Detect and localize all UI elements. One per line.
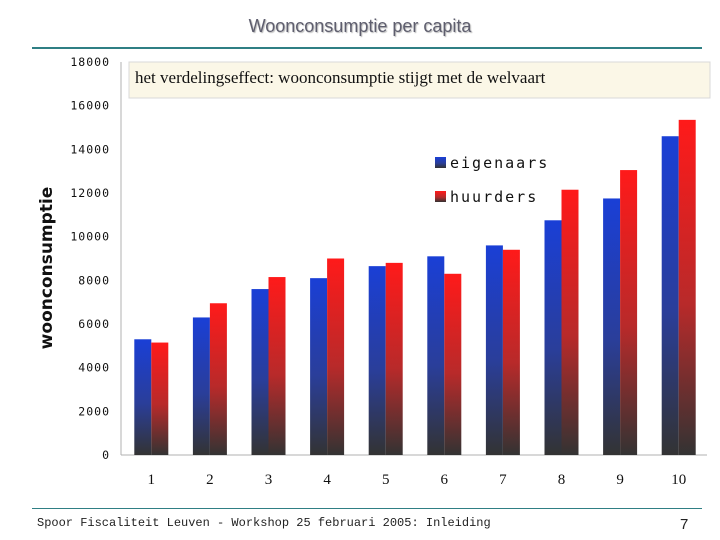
footer-divider bbox=[32, 508, 702, 509]
legend-label-eigenaars: eigenaars bbox=[450, 154, 549, 172]
footer-text: Spoor Fiscaliteit Leuven - Workshop 25 f… bbox=[37, 516, 491, 530]
bar-huurders-5 bbox=[385, 262, 403, 455]
y-tick-label: 18000 bbox=[70, 55, 110, 69]
legend-swatch-eigenaars bbox=[435, 157, 446, 168]
bar-huurders-7 bbox=[502, 249, 520, 455]
bar-eigenaars-5 bbox=[368, 266, 386, 455]
bar-eigenaars-6 bbox=[427, 256, 445, 455]
y-tick-label: 4000 bbox=[78, 361, 110, 375]
bar-eigenaars-3 bbox=[251, 289, 269, 455]
bar-huurders-3 bbox=[268, 277, 286, 455]
page-number: 7 bbox=[680, 516, 689, 533]
bar-huurders-6 bbox=[444, 273, 462, 455]
annotation-text: het verdelingseffect: woonconsumptie sti… bbox=[135, 68, 546, 87]
bar-huurders-9 bbox=[620, 170, 638, 455]
x-tick-label: 8 bbox=[558, 472, 566, 488]
y-tick-label: 10000 bbox=[70, 230, 110, 244]
x-tick-label: 3 bbox=[265, 472, 273, 488]
bars bbox=[134, 119, 696, 456]
x-tick-label: 2 bbox=[206, 472, 214, 488]
y-tick-label: 12000 bbox=[70, 186, 110, 200]
bar-huurders-2 bbox=[209, 303, 227, 455]
bar-eigenaars-1 bbox=[134, 339, 152, 455]
bar-huurders-10 bbox=[678, 119, 696, 455]
bar-eigenaars-7 bbox=[485, 245, 503, 455]
legend-swatch-huurders bbox=[435, 191, 446, 202]
bar-huurders-8 bbox=[561, 189, 579, 455]
legend-label-huurders: huurders bbox=[450, 188, 538, 206]
legend: eigenaars huurders bbox=[435, 154, 549, 206]
y-tick-label: 0 bbox=[102, 448, 110, 462]
x-tick-label: 1 bbox=[148, 472, 156, 488]
bar-eigenaars-8 bbox=[544, 220, 562, 455]
y-tick-label: 8000 bbox=[78, 273, 110, 287]
y-tick-label: 2000 bbox=[78, 404, 110, 418]
bar-eigenaars-9 bbox=[603, 198, 621, 456]
title-divider bbox=[32, 47, 702, 49]
bar-eigenaars-10 bbox=[661, 136, 679, 455]
x-axis-ticks: 1 2 3 4 5 6 7 8 9 10 bbox=[148, 472, 687, 488]
x-tick-label: 10 bbox=[671, 472, 686, 488]
x-tick-label: 4 bbox=[323, 472, 331, 488]
bar-eigenaars-4 bbox=[310, 278, 328, 455]
x-tick-label: 7 bbox=[499, 472, 507, 488]
slide-title: Woonconsumptie per capita bbox=[248, 16, 472, 36]
bar-eigenaars-2 bbox=[192, 317, 210, 455]
y-tick-label: 14000 bbox=[70, 142, 110, 156]
bar-huurders-1 bbox=[151, 342, 169, 455]
x-tick-label: 5 bbox=[382, 472, 390, 488]
y-tick-label: 16000 bbox=[70, 99, 110, 113]
x-tick-label: 6 bbox=[441, 472, 449, 488]
y-tick-label: 6000 bbox=[78, 317, 110, 331]
y-axis-label: woonconsumptie bbox=[37, 187, 57, 350]
x-tick-label: 9 bbox=[616, 472, 624, 488]
bar-huurders-4 bbox=[327, 258, 345, 455]
annotation-box: het verdelingseffect: woonconsumptie sti… bbox=[128, 61, 711, 99]
y-axis-ticks: 0 2000 4000 6000 8000 10000 12000 14000 16000 180… bbox=[70, 55, 110, 462]
